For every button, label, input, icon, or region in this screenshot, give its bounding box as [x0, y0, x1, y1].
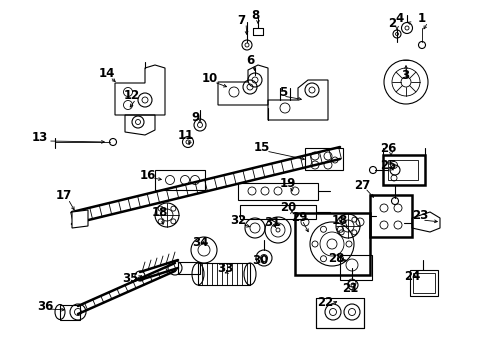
Bar [198, 263, 249, 285]
Text: 31: 31 [264, 216, 280, 229]
Bar [315, 298, 363, 328]
Text: 27: 27 [353, 179, 369, 192]
Text: 1: 1 [417, 12, 425, 24]
Text: 5: 5 [278, 86, 286, 99]
Text: 14: 14 [99, 67, 115, 80]
Bar [155, 170, 204, 190]
Bar [412, 273, 434, 293]
Bar [60, 305, 80, 320]
Bar [387, 160, 417, 180]
Bar [339, 255, 371, 280]
Text: 13: 13 [32, 131, 48, 144]
Bar [369, 195, 411, 237]
Text: 35: 35 [122, 271, 138, 284]
Text: 17: 17 [56, 189, 72, 202]
Bar [178, 262, 200, 274]
Text: 6: 6 [245, 54, 254, 67]
Text: 19: 19 [279, 176, 296, 189]
Bar [382, 155, 424, 185]
Text: 36: 36 [37, 301, 53, 314]
Bar [240, 205, 315, 219]
Polygon shape [72, 210, 88, 228]
Text: 11: 11 [178, 129, 194, 141]
Text: 25: 25 [379, 158, 395, 171]
Text: 24: 24 [403, 270, 419, 283]
Bar [409, 270, 437, 296]
Text: 29: 29 [290, 211, 306, 224]
Text: 18: 18 [151, 206, 168, 219]
Text: 23: 23 [411, 208, 427, 221]
Bar [238, 183, 317, 200]
Text: 33: 33 [217, 261, 233, 274]
Text: 15: 15 [253, 140, 270, 153]
Text: 4: 4 [395, 12, 403, 24]
Text: 32: 32 [229, 213, 245, 226]
Bar [305, 148, 342, 170]
Text: 28: 28 [327, 252, 344, 265]
Text: 18: 18 [331, 213, 347, 226]
Text: 9: 9 [191, 111, 200, 123]
Text: 8: 8 [250, 9, 259, 22]
Text: 10: 10 [202, 72, 218, 85]
Text: 26: 26 [379, 141, 395, 154]
Text: 30: 30 [251, 255, 267, 267]
Text: 16: 16 [140, 168, 156, 181]
Text: 7: 7 [237, 14, 244, 27]
Text: 20: 20 [279, 201, 296, 213]
Bar [294, 213, 369, 275]
Text: 3: 3 [400, 68, 408, 81]
Text: 21: 21 [341, 282, 357, 294]
Text: 2: 2 [387, 17, 395, 30]
Text: 22: 22 [316, 296, 332, 309]
Text: 34: 34 [191, 235, 208, 248]
Text: 12: 12 [123, 89, 140, 102]
